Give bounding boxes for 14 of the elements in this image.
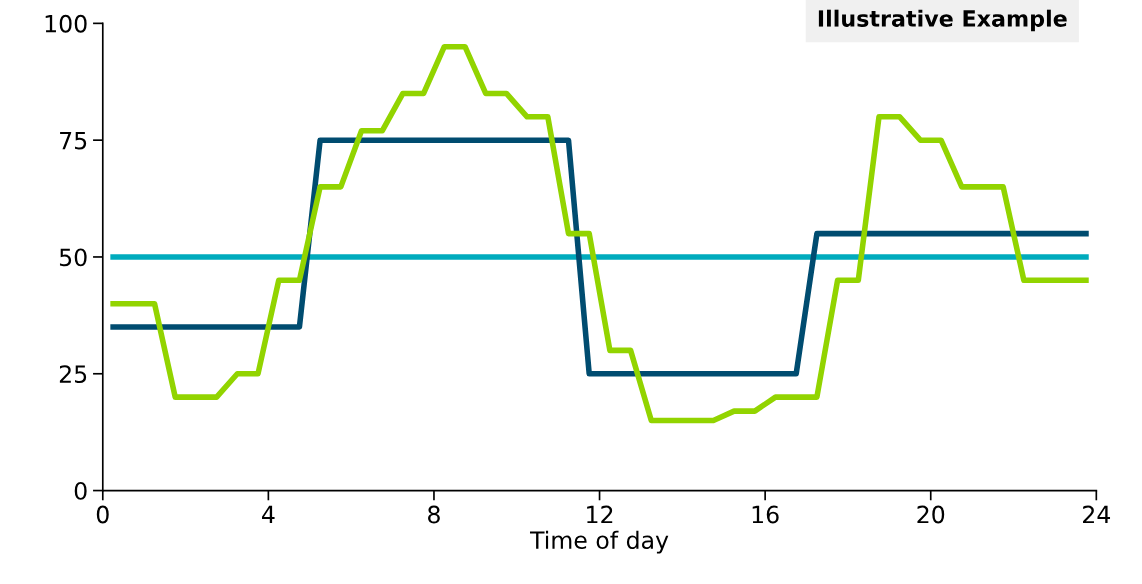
annotation: Illustrative Example: [818, 9, 1067, 32]
y-tick-label: 75: [60, 131, 87, 150]
y-tick-label: 100: [45, 14, 87, 33]
y-tick-label: 0: [74, 482, 87, 500]
y-tick-label: 25: [59, 365, 87, 384]
x-tick-label: 8: [428, 505, 440, 524]
x-tick-label: 16: [752, 505, 779, 524]
x-tick-label: 12: [587, 505, 613, 524]
x-tick-label: 0: [96, 505, 109, 524]
x-tick-label: 20: [917, 505, 945, 524]
x-tick-label: 4: [262, 505, 275, 524]
x-tick-label: 24: [1083, 505, 1111, 524]
y-tick-label: 50: [59, 248, 87, 267]
x-axis-title: Time of day: [529, 530, 669, 554]
